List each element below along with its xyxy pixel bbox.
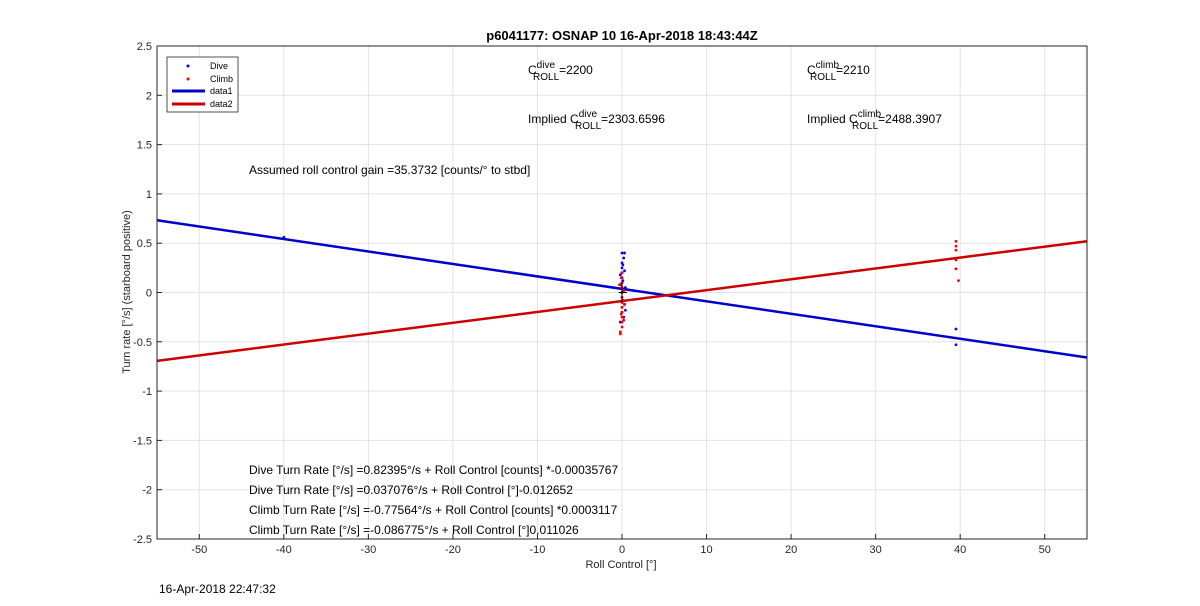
y-axis-label: Turn rate [°/s] (starboard positive)	[121, 210, 133, 374]
y-tick-label: -1	[142, 386, 152, 398]
climb-equation-degrees: Climb Turn Rate [°/s] =-0.086775°/s + Ro…	[249, 523, 579, 537]
point-dive	[622, 256, 626, 260]
point-dive	[954, 327, 958, 331]
point-climb	[954, 248, 958, 252]
x-tick-label: -30	[360, 544, 376, 556]
point-climb	[957, 279, 960, 283]
dive-equation-degrees: Dive Turn Rate [°/s] =0.037076°/s + Roll…	[249, 483, 573, 497]
point-climb	[618, 330, 622, 334]
y-tick-label: -2	[142, 485, 152, 497]
point-climb	[954, 267, 958, 271]
point-climb	[618, 283, 621, 287]
legend-marker-dive	[186, 64, 190, 68]
y-tick-label: -1.5	[133, 435, 152, 447]
c-roll-climb-annotation: Cclimb ROLL=2210	[807, 60, 870, 83]
point-climb	[954, 258, 958, 262]
point-climb	[618, 332, 622, 336]
implied-climb-annotation: Implied Cclimb ROLL=2488.3907	[807, 109, 942, 132]
point-climb	[954, 239, 958, 243]
legend-label-dive: Dive	[210, 61, 228, 71]
scatter-points	[282, 235, 960, 347]
point-climb	[622, 289, 626, 292]
point-dive	[623, 286, 627, 289]
chart-title: p6041177: OSNAP 10 16-Apr-2018 18:43:44Z	[486, 28, 758, 43]
point-climb	[620, 305, 624, 309]
y-tick-label: -0.5	[133, 337, 152, 349]
x-tick-label: 10	[700, 544, 712, 556]
y-tick-label: 0	[146, 288, 152, 300]
y-tick-label: 2.5	[137, 41, 152, 53]
point-dive	[618, 273, 622, 277]
point-dive	[623, 308, 627, 312]
footer-timestamp: 16-Apr-2018 22:47:32	[159, 582, 276, 596]
point-climb	[619, 312, 623, 316]
point-dive	[282, 235, 286, 239]
point-dive	[620, 266, 624, 270]
x-tick-label: -50	[191, 544, 207, 556]
x-tick-label: 40	[954, 544, 966, 556]
dive-equation-counts: Dive Turn Rate [°/s] =0.82395°/s + Roll …	[249, 463, 618, 477]
point-climb	[623, 302, 626, 306]
point-dive	[623, 269, 626, 273]
y-tick-label: 1	[146, 189, 152, 201]
roll-gain-annotation: Assumed roll control gain =35.3732 [coun…	[249, 163, 530, 177]
y-tick-label: -2.5	[133, 534, 152, 546]
point-climb	[620, 325, 624, 329]
point-dive	[620, 251, 624, 255]
x-tick-label: -40	[276, 544, 292, 556]
point-dive	[623, 251, 626, 255]
legend-label-climb: Climb	[210, 74, 233, 84]
x-tick-label: 50	[1039, 544, 1051, 556]
legend-marker-climb	[186, 77, 190, 81]
x-tick-label: 0	[619, 544, 625, 556]
implied-dive-annotation: Implied Cdive ROLL=2303.6596	[528, 109, 665, 132]
point-climb	[954, 244, 958, 248]
c-roll-dive-annotation: Cdive ROLL=2200	[528, 60, 593, 83]
point-climb	[620, 271, 624, 275]
x-axis: -50 -40 -30 -20 -10 0 10 20 30 40 50	[191, 534, 1051, 556]
y-tick-label: 1.5	[137, 140, 152, 152]
climb-equation-counts: Climb Turn Rate [°/s] =-0.77564°/s + Rol…	[249, 503, 618, 517]
point-climb	[622, 318, 626, 322]
x-tick-label: 30	[870, 544, 882, 556]
y-tick-label: 0.5	[137, 238, 152, 250]
point-dive	[954, 343, 958, 347]
y-tick-label: 2	[146, 90, 152, 102]
point-dive	[621, 263, 625, 267]
legend-label-data1: data1	[210, 86, 233, 96]
point-climb	[619, 276, 623, 280]
legend-label-data2: data2	[210, 99, 233, 109]
legend: Dive Climb data1 data2	[166, 56, 239, 113]
x-tick-label: 20	[785, 544, 797, 556]
x-tick-label: -20	[445, 544, 461, 556]
point-climb	[620, 315, 624, 319]
point-climb	[620, 320, 624, 324]
x-axis-label: Roll Control [°]	[585, 559, 656, 571]
y-axis: -2.5 -2 -1.5 -1 -0.5 0 0.5 1 1.5 2 2.5	[133, 41, 162, 546]
x-tick-label: -10	[530, 544, 546, 556]
